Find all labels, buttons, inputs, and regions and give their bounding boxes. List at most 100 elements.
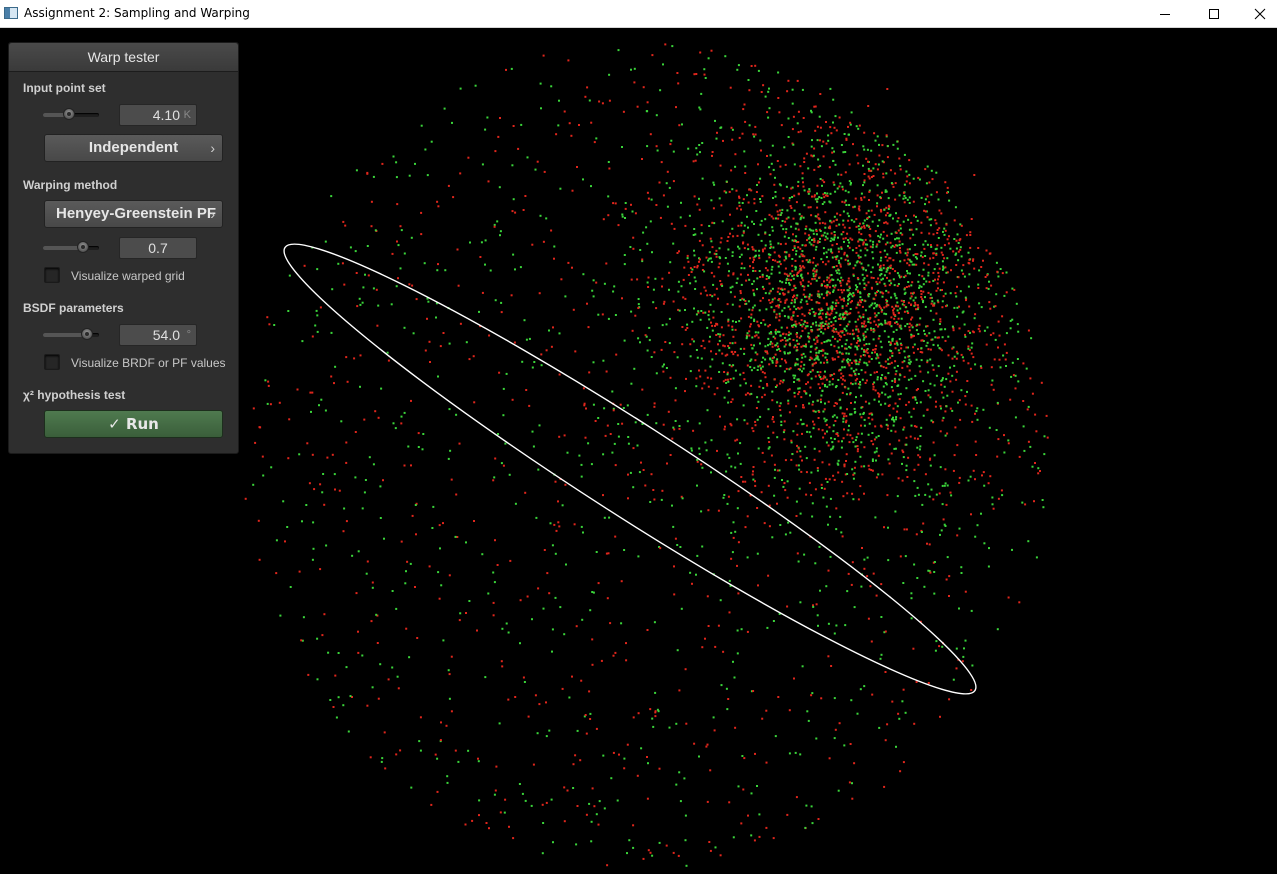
- sample-point: [391, 590, 394, 592]
- point-type-dropdown[interactable]: Independent ›: [44, 134, 223, 162]
- sample-point: [579, 759, 582, 762]
- sample-point: [733, 676, 736, 679]
- sample-point: [814, 348, 817, 351]
- minimize-button[interactable]: [1142, 0, 1188, 28]
- sample-point: [777, 242, 780, 245]
- sample-point: [835, 265, 838, 267]
- maximize-button[interactable]: [1191, 0, 1237, 28]
- sample-point: [784, 267, 787, 270]
- sample-point: [937, 237, 940, 239]
- visualize-values-label[interactable]: Visualize BRDF or PF values: [71, 356, 226, 370]
- sample-point: [802, 216, 805, 219]
- sample-point: [426, 297, 429, 300]
- sample-point: [826, 232, 829, 235]
- point-count-slider[interactable]: [43, 108, 99, 122]
- warp-type-dropdown[interactable]: Henyey-Greenstein PF ›: [44, 200, 223, 228]
- sample-point: [791, 318, 794, 321]
- sample-point: [799, 368, 801, 371]
- sample-point: [769, 173, 772, 176]
- sample-point: [419, 749, 422, 752]
- sample-point: [979, 365, 982, 368]
- sample-point: [937, 301, 940, 304]
- sample-point: [1025, 367, 1028, 370]
- sample-point: [809, 350, 812, 353]
- sample-point: [778, 271, 781, 274]
- sample-point: [855, 251, 858, 254]
- run-test-button[interactable]: ✓ Run: [44, 410, 223, 438]
- sample-point: [752, 269, 755, 272]
- sample-point: [859, 383, 862, 386]
- sample-point: [760, 367, 762, 370]
- sample-point: [756, 552, 759, 555]
- warp-parameter-field[interactable]: 0.7: [119, 237, 197, 259]
- sample-point: [759, 415, 762, 418]
- sample-point: [698, 447, 701, 450]
- sample-point: [1030, 337, 1033, 340]
- sample-point: [796, 294, 799, 297]
- sample-point: [707, 259, 710, 262]
- sample-point: [759, 223, 762, 226]
- sample-point: [847, 294, 850, 296]
- sample-point: [901, 700, 904, 703]
- sample-point: [815, 336, 818, 339]
- sample-point: [492, 479, 495, 482]
- sample-point: [878, 240, 881, 243]
- sample-point: [720, 684, 723, 687]
- sample-point: [848, 312, 850, 315]
- visualize-grid-label[interactable]: Visualize warped grid: [71, 269, 185, 283]
- visualize-values-checkbox[interactable]: [44, 354, 60, 370]
- sample-point: [734, 341, 737, 344]
- sample-point: [676, 544, 679, 546]
- visualize-grid-checkbox[interactable]: [44, 267, 60, 283]
- sample-point: [867, 209, 870, 212]
- sample-point: [849, 123, 852, 126]
- bsdf-angle-slider-knob[interactable]: [80, 328, 93, 340]
- sample-point: [761, 275, 764, 278]
- sample-point: [759, 342, 761, 345]
- sample-point: [400, 415, 403, 418]
- point-count-slider-knob[interactable]: [62, 108, 75, 120]
- sample-point: [403, 464, 406, 467]
- sample-point: [792, 339, 795, 341]
- sample-point: [857, 318, 860, 321]
- sample-point: [863, 685, 866, 688]
- sample-point: [737, 785, 740, 788]
- sample-point: [908, 202, 911, 204]
- sample-point: [819, 589, 821, 592]
- sample-point: [363, 491, 366, 494]
- sample-point: [1002, 354, 1005, 357]
- bsdf-angle-slider[interactable]: [43, 328, 99, 342]
- sample-point: [840, 298, 843, 301]
- sample-point: [822, 349, 825, 352]
- sample-point: [940, 251, 943, 254]
- sample-point: [774, 195, 777, 198]
- sample-point: [854, 382, 857, 385]
- sample-point: [749, 359, 752, 362]
- close-button[interactable]: [1237, 0, 1277, 28]
- warp-parameter-slider-knob[interactable]: [77, 241, 90, 253]
- sample-point: [811, 515, 814, 518]
- sample-point: [768, 292, 771, 295]
- sample-point: [805, 804, 808, 807]
- sample-point: [811, 692, 814, 695]
- sample-point: [774, 353, 777, 356]
- sample-point: [793, 395, 796, 398]
- warp-parameter-slider[interactable]: [43, 241, 99, 255]
- sample-point: [824, 238, 827, 241]
- sample-point: [267, 380, 270, 383]
- sample-point: [863, 148, 866, 151]
- sample-point: [888, 257, 891, 260]
- sample-point: [791, 239, 794, 242]
- sample-point: [790, 439, 793, 442]
- sample-point: [563, 110, 566, 113]
- sample-point: [830, 221, 833, 224]
- sample-point: [870, 358, 873, 360]
- sample-point: [492, 571, 495, 574]
- sample-point: [637, 303, 640, 306]
- bsdf-angle-field[interactable]: 54.0 °: [119, 324, 197, 346]
- sample-point: [902, 451, 905, 454]
- point-count-field[interactable]: 4.10 K: [119, 104, 197, 126]
- sample-point: [903, 300, 905, 303]
- sample-point: [1013, 288, 1016, 291]
- sample-point: [883, 785, 886, 788]
